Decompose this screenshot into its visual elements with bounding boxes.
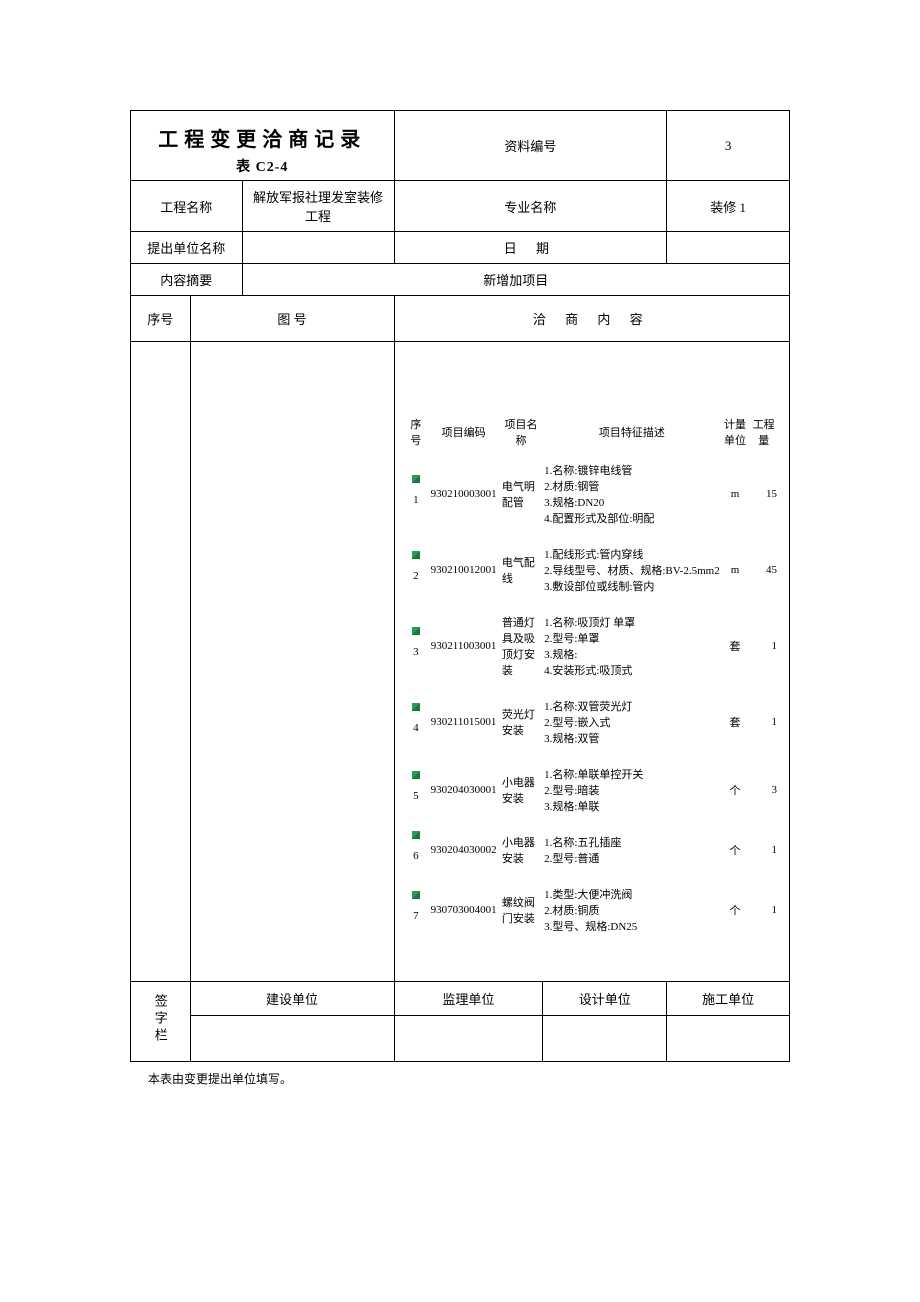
sig-construction-value: [190, 1015, 394, 1061]
marker-icon: [412, 551, 420, 559]
title-cell: 工程变更洽商记录 表 C2-4: [131, 111, 395, 181]
sig-supervision-label: 监理单位: [394, 982, 543, 1016]
title: 工程变更洽商记录: [158, 129, 366, 151]
sig-construction-label: 建设单位: [190, 982, 394, 1016]
inner-row-code: 930204030001: [427, 756, 500, 824]
date-label: 日 期: [394, 232, 667, 264]
inner-row: 5930204030001小电器安装1.名称:单联单控开关2.型号:暗装3.规格…: [405, 756, 779, 824]
inner-row-code: 930211003001: [427, 604, 500, 688]
inner-row-code: 930210003001: [427, 452, 500, 536]
sig-contractor-value: [667, 1015, 790, 1061]
sig-supervision-value: [394, 1015, 543, 1061]
inner-row-unit: 个: [722, 756, 749, 824]
inner-row-qty: 1: [748, 688, 779, 756]
inner-row-code: 930204030002: [427, 824, 500, 876]
col-content: 洽 商 内 容: [394, 296, 789, 342]
inner-row-feature: 1.名称:吸顶灯 单罩2.型号:单罩3.规格:4.安装形式:吸顶式: [542, 604, 722, 688]
inner-row-code: 930703004001: [427, 876, 500, 944]
inner-row-name: 小电器安装: [500, 824, 542, 876]
seq-body: [131, 342, 191, 982]
col-drawing: 图 号: [190, 296, 394, 342]
date-value: [667, 232, 790, 264]
inner-col-qty: 工程量: [748, 412, 779, 452]
inner-row: 2930210012001电气配线1.配线形式:管内穿线2.导线型号、材质、规格…: [405, 536, 779, 604]
col-seq: 序号: [131, 296, 191, 342]
sig-design-label: 设计单位: [543, 982, 667, 1016]
marker-icon: [412, 627, 420, 635]
inner-row-unit: 套: [722, 604, 749, 688]
marker-icon: [412, 703, 420, 711]
inner-row: 4930211015001荧光灯安装1.名称:双管荧光灯2.型号:嵌入式3.规格…: [405, 688, 779, 756]
inner-row-qty: 15: [748, 452, 779, 536]
drawing-body: [190, 342, 394, 982]
inner-row-feature: 1.名称:单联单控开关2.型号:暗装3.规格:单联: [542, 756, 722, 824]
inner-row-feature: 1.配线形式:管内穿线2.导线型号、材质、规格:BV-2.5mm23.敷设部位或…: [542, 536, 722, 604]
inner-col-unit: 计量单位: [722, 412, 749, 452]
inner-col-feature: 项目特征描述: [542, 412, 722, 452]
subtitle: 表 C2-4: [139, 156, 386, 176]
inner-row-seq: 3: [405, 604, 428, 688]
inner-tbody: 1930210003001电气明配管1.名称:镀锌电线管2.材质:钢管3.规格:…: [405, 452, 779, 944]
inner-row-feature: 1.名称:镀锌电线管2.材质:钢管3.规格:DN204.配置形式及部位:明配: [542, 452, 722, 536]
inner-row-qty: 45: [748, 536, 779, 604]
inner-wrapper: 序号 项目编码 项目名称 项目特征描述 计量单位 工程量 19302100030…: [395, 342, 789, 974]
inner-row-qty: 1: [748, 876, 779, 944]
marker-icon: [412, 831, 420, 839]
main-table: 工程变更洽商记录 表 C2-4 资料编号 3 工程名称 解放军报社理发室装修工程…: [130, 110, 790, 1062]
inner-row: 6930204030002小电器安装1.名称:五孔插座2.型号:普通个1: [405, 824, 779, 876]
marker-icon: [412, 475, 420, 483]
summary-label: 内容摘要: [131, 264, 243, 296]
signature-label-text: 签字栏: [151, 994, 170, 1045]
inner-row-seq: 4: [405, 688, 428, 756]
project-name-label: 工程名称: [131, 181, 243, 232]
marker-icon: [412, 891, 420, 899]
inner-row-name: 小电器安装: [500, 756, 542, 824]
inner-row-qty: 1: [748, 824, 779, 876]
inner-row-qty: 1: [748, 604, 779, 688]
inner-row-unit: 套: [722, 688, 749, 756]
inner-row-seq: 5: [405, 756, 428, 824]
inner-row-unit: m: [722, 536, 749, 604]
doc-no-value: 3: [667, 111, 790, 181]
inner-row-feature: 1.类型:大便冲洗阀2.材质:铜质3.型号、规格:DN25: [542, 876, 722, 944]
inner-row-name: 电气明配管: [500, 452, 542, 536]
inner-row: 7930703004001螺纹阀门安装1.类型:大便冲洗阀2.材质:铜质3.型号…: [405, 876, 779, 944]
inner-row-seq: 7: [405, 876, 428, 944]
doc-no-label: 资料编号: [394, 111, 667, 181]
proposer-value: [242, 232, 394, 264]
inner-row-feature: 1.名称:五孔插座2.型号:普通: [542, 824, 722, 876]
inner-row: 1930210003001电气明配管1.名称:镀锌电线管2.材质:钢管3.规格:…: [405, 452, 779, 536]
signature-label: 签字栏: [131, 982, 191, 1062]
inner-row-name: 电气配线: [500, 536, 542, 604]
marker-icon: [412, 771, 420, 779]
inner-col-seq: 序号: [405, 412, 428, 452]
inner-row-seq: 1: [405, 452, 428, 536]
footer-note: 本表由变更提出单位填写。: [130, 1070, 790, 1087]
summary-value: 新增加项目: [242, 264, 789, 296]
inner-row: 3930211003001普通灯具及吸顶灯安装1.名称:吸顶灯 单罩2.型号:单…: [405, 604, 779, 688]
proposer-label: 提出单位名称: [131, 232, 243, 264]
inner-row-unit: 个: [722, 876, 749, 944]
inner-row-unit: m: [722, 452, 749, 536]
inner-row-name: 普通灯具及吸顶灯安装: [500, 604, 542, 688]
specialty-label: 专业名称: [394, 181, 667, 232]
inner-row-seq: 2: [405, 536, 428, 604]
project-name-value: 解放军报社理发室装修工程: [242, 181, 394, 232]
inner-row-name: 螺纹阀门安装: [500, 876, 542, 944]
sig-contractor-label: 施工单位: [667, 982, 790, 1016]
specialty-value: 装修 1: [667, 181, 790, 232]
inner-row-code: 930211015001: [427, 688, 500, 756]
inner-row-name: 荧光灯安装: [500, 688, 542, 756]
inner-row-qty: 3: [748, 756, 779, 824]
inner-col-code: 项目编码: [427, 412, 500, 452]
inner-row-feature: 1.名称:双管荧光灯2.型号:嵌入式3.规格:双管: [542, 688, 722, 756]
sig-design-value: [543, 1015, 667, 1061]
inner-col-name: 项目名称: [500, 412, 542, 452]
inner-row-seq: 6: [405, 824, 428, 876]
inner-row-unit: 个: [722, 824, 749, 876]
content-body: 序号 项目编码 项目名称 项目特征描述 计量单位 工程量 19302100030…: [394, 342, 789, 982]
inner-table: 序号 项目编码 项目名称 项目特征描述 计量单位 工程量 19302100030…: [405, 412, 779, 944]
inner-row-code: 930210012001: [427, 536, 500, 604]
